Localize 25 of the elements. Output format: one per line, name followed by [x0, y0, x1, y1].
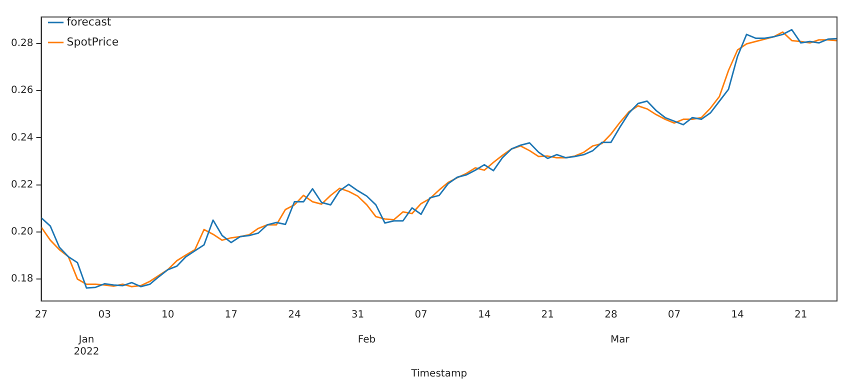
x-tick-label: 14: [478, 310, 491, 321]
x-tick-label: 27: [34, 310, 48, 321]
x-tick-label: 14: [731, 310, 744, 321]
x-tick-label: 28: [604, 310, 618, 321]
y-tick-label: 0.20: [11, 226, 34, 238]
x-tick-label: 24: [288, 310, 301, 321]
x-tick-label: 07: [668, 310, 681, 321]
y-tick-label: 0.24: [11, 132, 34, 144]
y-tick-label: 0.22: [11, 179, 34, 190]
y-tick-label: 0.28: [11, 38, 34, 49]
x-tick-label: 07: [414, 310, 428, 321]
x-tick-label: 10: [161, 310, 174, 321]
x-axis-title: Timestamp: [410, 368, 468, 380]
x-tick-label: 31: [351, 310, 364, 321]
legend-label: SpotPrice: [66, 35, 119, 48]
x2-tick-label: Mar: [610, 334, 630, 346]
y-tick-label: 0.18: [11, 274, 34, 285]
x-tick-label: 21: [794, 310, 808, 321]
x-tick-label: 17: [224, 310, 238, 321]
x-tick-label: 03: [98, 310, 111, 321]
x2-tick-label: Feb: [358, 334, 376, 346]
y-tick-label: 0.26: [11, 85, 34, 96]
x-tick-label: 21: [541, 310, 554, 321]
legend-label: forecast: [66, 15, 112, 28]
x2-tick-label: Jan 2022: [74, 334, 100, 358]
